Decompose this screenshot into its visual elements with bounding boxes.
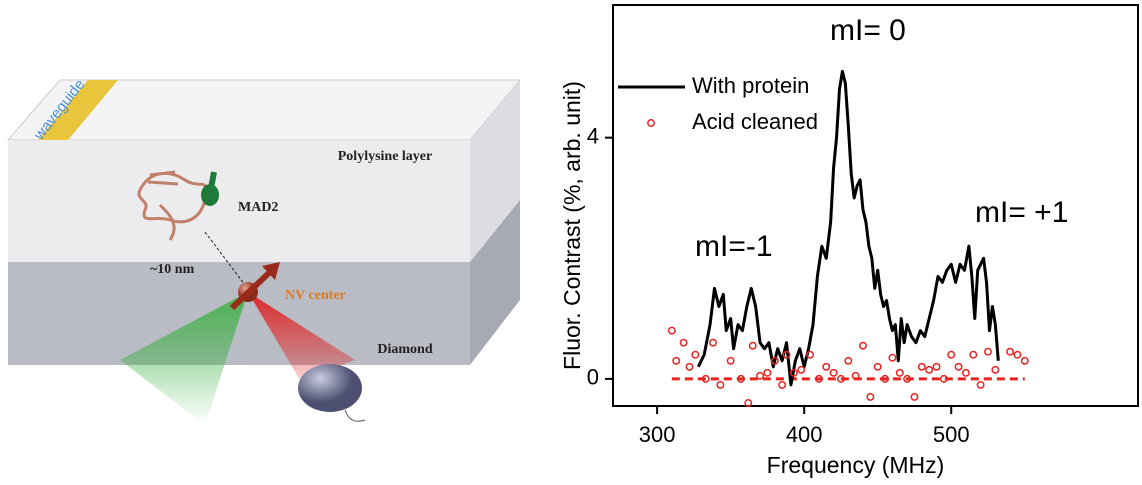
scatter-point <box>763 368 772 377</box>
chart: 300 400 500 0 4 Frequency (MHz) Fluor. Contras… <box>559 4 1139 478</box>
legend-label: With protein <box>692 73 809 98</box>
y-tick-label: 0 <box>587 365 599 390</box>
protein-label: MAD2 <box>238 200 278 215</box>
scatter-point <box>709 338 717 347</box>
scatter-point <box>822 362 831 371</box>
scatter-point <box>770 356 779 365</box>
nv-spin-head <box>262 262 280 280</box>
scatter-point <box>782 350 791 359</box>
scatter-point <box>866 393 875 401</box>
distance-arrow <box>204 231 246 286</box>
scatter-point <box>744 399 753 407</box>
scatter-point <box>910 393 919 401</box>
scatter-point <box>851 371 860 380</box>
green-beam <box>120 292 248 425</box>
scatter-point <box>947 350 956 359</box>
scatter-point <box>797 365 806 374</box>
x-tick-label: 500 <box>933 422 970 447</box>
scatter-point <box>932 362 941 371</box>
scatter-point <box>736 374 745 383</box>
detector-cable <box>344 409 366 422</box>
scatter-point <box>903 374 912 383</box>
scatter-point <box>836 374 845 383</box>
scatter-point <box>961 368 970 377</box>
scatter-point <box>1020 356 1029 365</box>
diagram: waveguide Polylysine layer MAD2 ~10 nm N… <box>6 76 522 425</box>
scatter-point <box>679 338 688 347</box>
y-axis-label: Fluor. Contrast (%, arb. unit) <box>559 81 585 370</box>
layer-side <box>470 80 520 262</box>
x-axis-label: Frequency (MHz) <box>767 452 945 478</box>
scatter-point <box>716 380 725 389</box>
scatter-point <box>925 365 934 374</box>
annotation: mI= +1 <box>975 196 1068 229</box>
scatter-point <box>691 350 700 359</box>
scatter-point <box>701 374 710 383</box>
scatter-point <box>685 362 694 371</box>
scatter-point <box>917 362 926 371</box>
scatter-point <box>814 374 823 383</box>
scatter-point <box>1006 347 1015 356</box>
distance-label: ~10 nm <box>150 262 195 277</box>
scatter-point <box>829 368 838 377</box>
annotation: mI= 0 <box>830 14 906 47</box>
scatter-point <box>991 365 1000 374</box>
scatter-point <box>672 356 681 365</box>
x-tick-label: 300 <box>639 422 676 447</box>
plot-frame <box>612 4 1139 407</box>
annotation: mI=-1 <box>695 230 773 263</box>
scatter-point <box>976 380 985 389</box>
layer-label: Polylysine layer <box>338 149 433 164</box>
scatter-point <box>984 347 992 356</box>
scatter-point <box>806 350 815 359</box>
scatter-point <box>1013 350 1022 359</box>
scatter-point <box>895 368 904 377</box>
scatter-point <box>778 380 787 389</box>
diamond-side <box>470 200 520 365</box>
scatter-point <box>969 350 978 359</box>
scatter-point <box>954 362 963 371</box>
scatter-point <box>873 362 882 371</box>
scatter-point <box>859 341 867 350</box>
nv-label: NV center <box>285 288 346 303</box>
waveguide-strip <box>38 80 118 140</box>
red-beam <box>248 292 355 380</box>
substrate-label: Diamond <box>377 342 432 357</box>
scatter-point <box>667 326 676 335</box>
spin-arrow <box>205 171 217 206</box>
line-series <box>696 69 1000 387</box>
x-tick-label: 400 <box>786 422 823 447</box>
detector <box>298 364 362 412</box>
scatter-point <box>888 353 897 362</box>
nv-spin <box>229 269 273 311</box>
y-tick-label: 4 <box>587 123 599 148</box>
scatter-point <box>881 374 890 383</box>
legend-label: Acid cleaned <box>692 109 818 134</box>
scatter-point <box>789 368 798 377</box>
scatter-point <box>756 371 765 380</box>
scatter-point <box>844 356 853 365</box>
scatter-point <box>939 374 948 383</box>
scatter-point <box>726 356 735 365</box>
protein <box>137 170 208 241</box>
layer-front <box>8 140 470 262</box>
scatter-point <box>748 341 757 350</box>
legend-swatch <box>647 119 655 127</box>
